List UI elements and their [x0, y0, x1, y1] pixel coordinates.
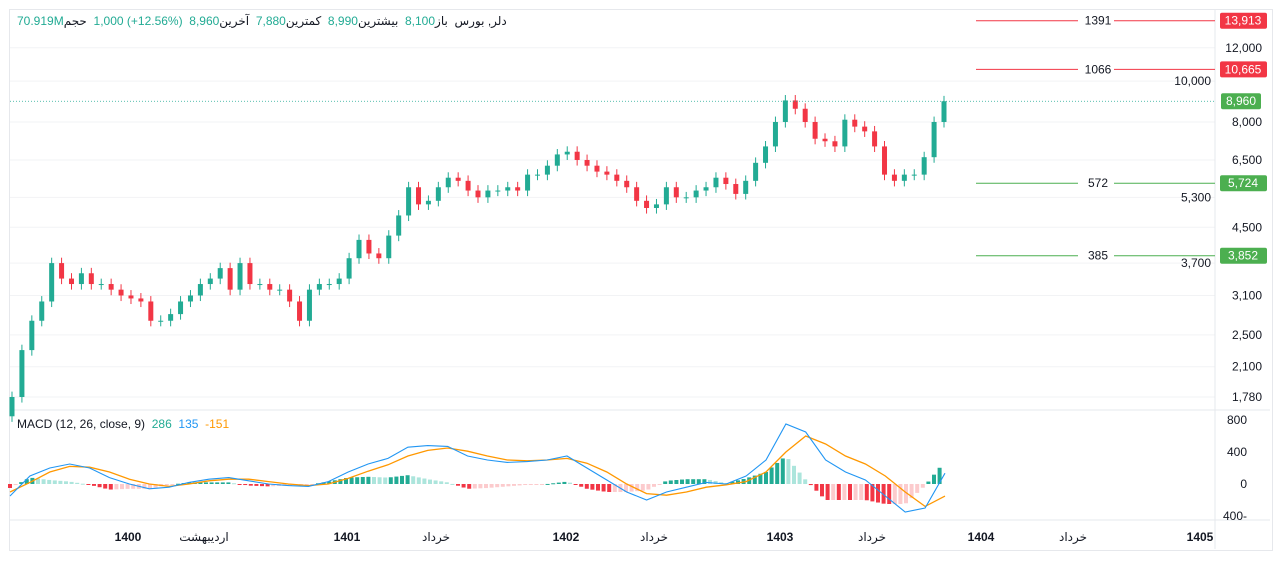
low-value: 7,880	[255, 14, 286, 28]
open-label: باز	[435, 14, 448, 28]
close-label: آخرین	[219, 14, 250, 28]
macd-signal-value: -151	[205, 417, 230, 431]
symbol-name: دلر, بورس	[454, 14, 507, 28]
high-label: بیشترین	[357, 14, 399, 28]
volume-value: 70.919M	[17, 14, 64, 28]
macd-histogram-value: 286	[151, 417, 172, 431]
volume-label: حجم	[63, 14, 87, 28]
macd-title: MACD (12, 26, close, 9)	[17, 417, 146, 431]
macd-value: 135	[178, 417, 199, 431]
close-value: 8,960	[189, 14, 220, 28]
price-legend: دلر, بورس باز8,100 بیشترین8,990 کمترین7,…	[17, 14, 507, 28]
high-value: 8,990	[327, 14, 358, 28]
open-value: 8,100	[405, 14, 436, 28]
macd-legend: MACD (12, 26, close, 9) 286 135 -151	[17, 417, 229, 431]
low-label: کمترین	[285, 14, 322, 28]
chart-frame	[9, 9, 1273, 551]
change-value: 1,000 (+12.56%)	[93, 14, 183, 28]
